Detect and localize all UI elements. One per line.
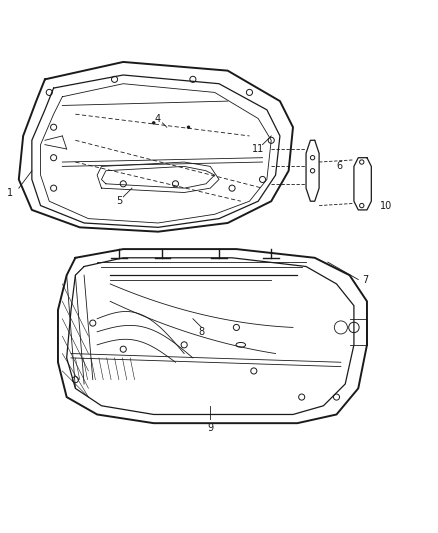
Text: 9: 9: [207, 423, 213, 433]
Text: 1: 1: [7, 188, 13, 198]
Text: 5: 5: [116, 196, 122, 206]
Text: 7: 7: [363, 274, 369, 285]
Text: 8: 8: [198, 327, 205, 337]
Circle shape: [152, 121, 155, 125]
Text: 4: 4: [155, 114, 161, 124]
Circle shape: [187, 125, 190, 129]
Text: 6: 6: [336, 161, 343, 172]
Text: 11: 11: [252, 144, 264, 154]
Text: 10: 10: [380, 200, 392, 211]
